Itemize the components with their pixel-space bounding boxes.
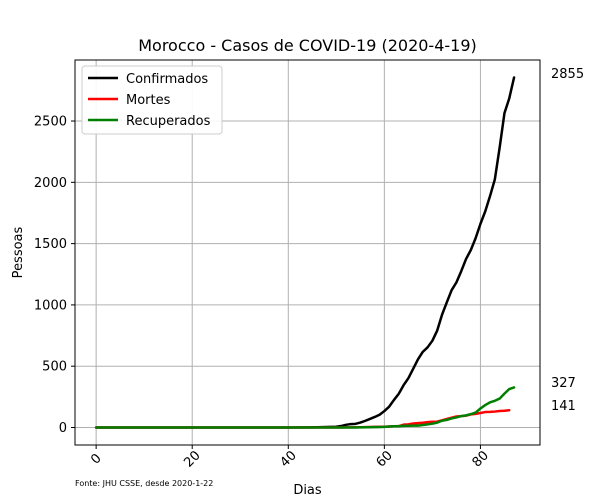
- y-tick-label: 1500: [34, 237, 67, 252]
- end-label-recuperados: 327: [551, 376, 576, 391]
- end-label-confirmados: 2855: [551, 67, 584, 82]
- legend-label-confirmados: Confirmados: [126, 72, 208, 87]
- source-note: Fonte: JHU CSSE, desde 2020-1-22: [75, 479, 213, 488]
- y-tick-label: 2500: [34, 115, 67, 130]
- y-tick-label: 0: [59, 421, 67, 436]
- chart-title: Morocco - Casos de COVID-19 (2020-4-19): [138, 36, 477, 55]
- y-tick-label: 1000: [34, 298, 67, 313]
- legend-label-recuperados: Recuperados: [126, 114, 211, 129]
- y-tick-label: 2000: [34, 176, 67, 191]
- y-axis-label: Pessoas: [11, 226, 26, 278]
- legend: Confirmados Mortes Recuperados: [81, 65, 223, 135]
- legend-label-mortes: Mortes: [126, 93, 171, 108]
- series-line-confirmados: [94, 76, 516, 429]
- y-tick-label: 500: [42, 360, 67, 375]
- legend-box: [81, 65, 223, 135]
- end-label-mortes: 141: [551, 399, 576, 414]
- plot-frame: [74, 59, 541, 446]
- series-line-recuperados: [94, 386, 516, 429]
- x-axis-label: Dias: [293, 483, 322, 498]
